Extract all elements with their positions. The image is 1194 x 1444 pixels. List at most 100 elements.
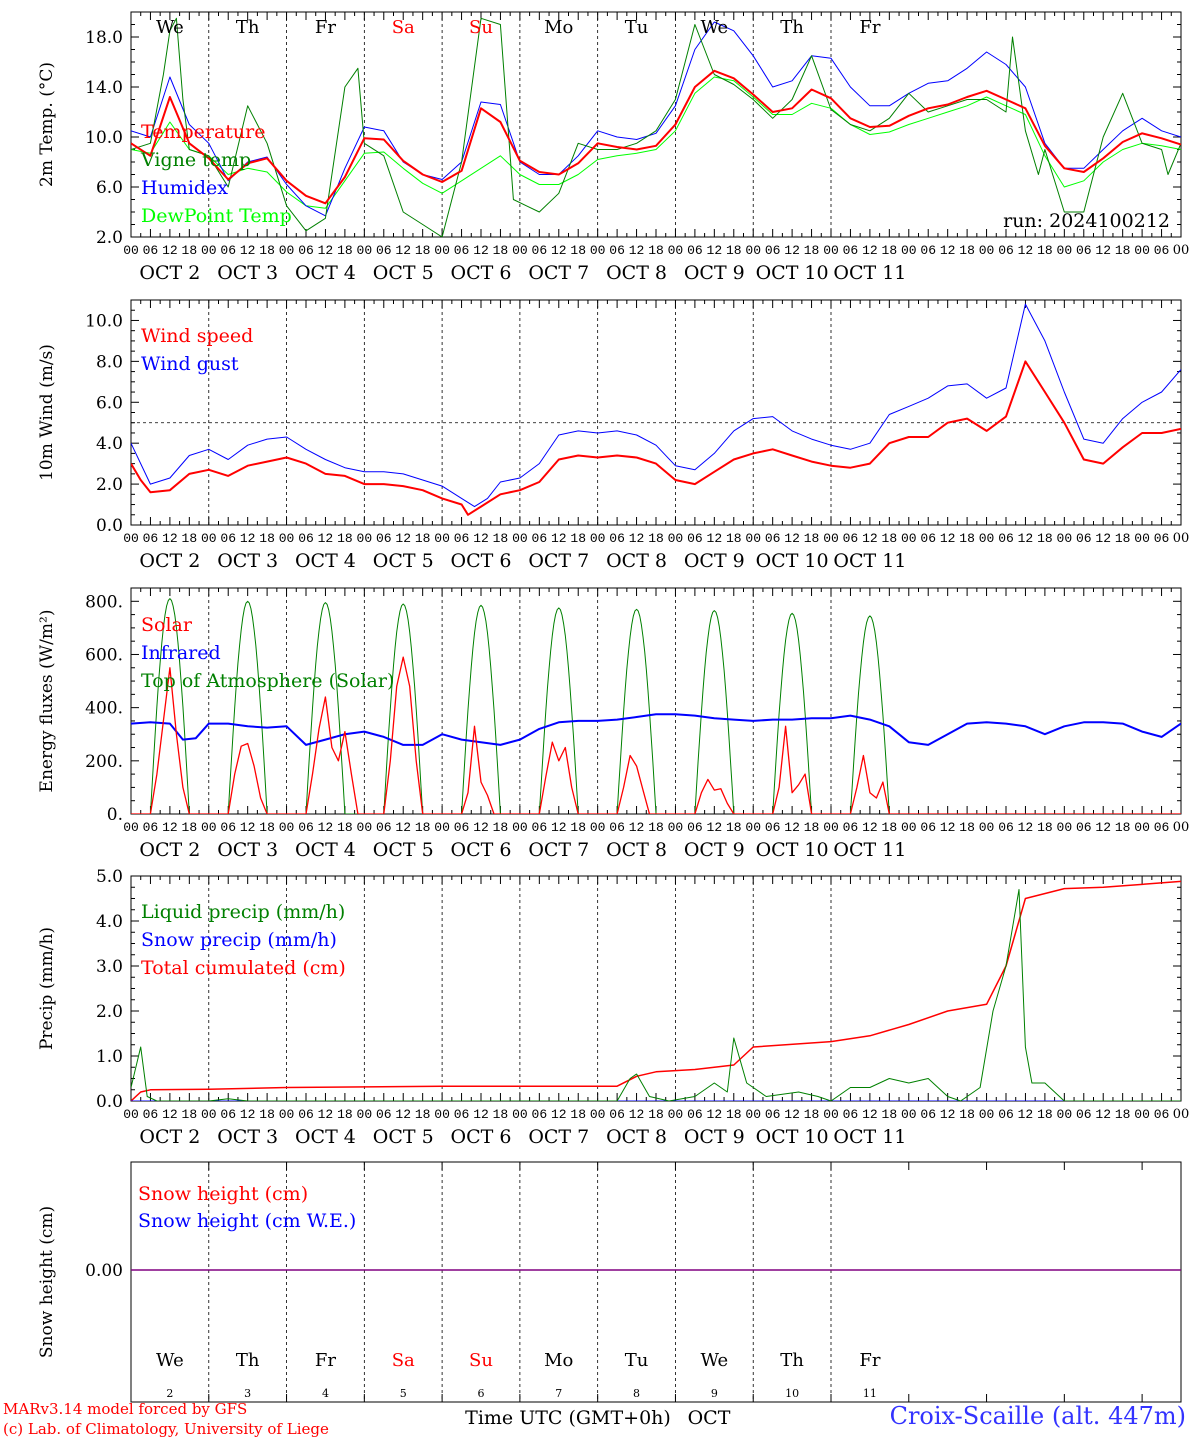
date-label: OCT 2: [139, 550, 200, 572]
hour-tick-label: 06: [532, 820, 548, 835]
hour-tick-label: 06: [765, 243, 781, 258]
hour-tick-label: 06: [687, 820, 703, 835]
hour-tick-label: 06: [532, 243, 548, 258]
date-label: OCT 10: [756, 262, 829, 284]
hour-tick-label: 00: [279, 820, 295, 835]
hour-tick-label: 18: [959, 1107, 975, 1122]
day-number: 4: [322, 1387, 329, 1400]
legend-entry: Top of Atmosphere (Solar): [141, 670, 394, 692]
date-label: OCT 7: [528, 839, 589, 861]
hour-tick-label: 18: [259, 1107, 275, 1122]
day-number: 7: [555, 1387, 562, 1400]
hour-tick-label: 18: [648, 531, 664, 546]
date-label: OCT 11: [833, 839, 906, 861]
hour-tick-label: 18: [959, 531, 975, 546]
hour-tick-label: 06: [143, 820, 159, 835]
day-name: Tu: [625, 17, 649, 38]
hour-tick-label: 00: [123, 531, 139, 546]
hour-tick-label: 12: [784, 820, 800, 835]
hour-tick-label: 18: [959, 820, 975, 835]
day-name: Sa: [392, 17, 415, 38]
hour-tick-label: 06: [1076, 243, 1092, 258]
hour-tick-label: 18: [259, 820, 275, 835]
hour-tick-label: 06: [765, 820, 781, 835]
hour-tick-label: 18: [182, 1107, 198, 1122]
date-label: OCT 7: [528, 1126, 589, 1148]
hour-tick-label: 00: [434, 1107, 450, 1122]
y-tick-label: 1.0: [96, 1047, 123, 1067]
date-label: OCT 9: [684, 1126, 745, 1148]
series-line-dewpoint-temp: [131, 76, 1181, 209]
y-tick-label: 4.0: [96, 434, 123, 454]
hour-tick-label: 12: [862, 820, 878, 835]
hour-tick-label: 06: [920, 243, 936, 258]
hour-tick-label: 00: [512, 243, 528, 258]
day-name: Mo: [544, 17, 573, 38]
panel-frame: [130, 299, 1182, 526]
hour-tick-label: 12: [162, 820, 178, 835]
hour-tick-label: 00: [279, 531, 295, 546]
hour-tick-label: 12: [318, 531, 334, 546]
hour-tick-label: 00: [1173, 820, 1190, 835]
hour-tick-label: 18: [182, 531, 198, 546]
hour-tick-label: 12: [784, 531, 800, 546]
hour-tick-label: 00: [357, 531, 373, 546]
day-name: We: [156, 17, 184, 38]
hour-tick-label: 06: [454, 820, 470, 835]
day-name: Th: [780, 17, 804, 38]
hour-tick-label: 06: [1076, 820, 1092, 835]
hour-tick-label: 06: [220, 243, 236, 258]
hour-tick-label: 18: [415, 531, 431, 546]
y-tick-label: 5.0: [96, 867, 123, 887]
y-tick-label: 0.: [107, 805, 123, 825]
hour-tick-label: 18: [726, 531, 742, 546]
y-tick-label: 6.0: [96, 178, 123, 198]
hour-tick-label: 00: [745, 531, 761, 546]
series-line-temperature: [131, 69, 1181, 205]
hour-tick-label: 12: [318, 243, 334, 258]
hour-tick-label: 06: [143, 531, 159, 546]
hour-tick-label: 00: [123, 243, 139, 258]
hour-tick-label: 06: [1076, 1107, 1092, 1122]
hour-tick-label: 00: [1173, 243, 1190, 258]
hour-tick-label: 18: [804, 820, 820, 835]
hour-tick-label: 00: [1134, 1107, 1150, 1122]
day-number: 8: [633, 1387, 640, 1400]
hour-tick-label: 00: [1134, 820, 1150, 835]
hour-tick-label: 12: [1018, 820, 1034, 835]
date-label: OCT 8: [606, 550, 667, 572]
day-name: Fr: [859, 17, 880, 38]
legend-entry: Humidex: [141, 177, 228, 199]
legend-entry: Liquid precip (mm/h): [141, 901, 345, 923]
hour-tick-label: 12: [1095, 243, 1111, 258]
hour-tick-label: 12: [473, 531, 489, 546]
hour-tick-label: 12: [473, 243, 489, 258]
hour-tick-label: 06: [609, 820, 625, 835]
hour-tick-label: 06: [998, 820, 1014, 835]
hour-tick-label: 00: [123, 820, 139, 835]
hour-tick-label: 00: [979, 820, 995, 835]
y-tick-label: 14.0: [85, 78, 123, 98]
panel-precip: Precip (mm/h)0.01.02.03.04.05.000 06 12 18 0…: [37, 867, 1189, 1148]
date-label: OCT 9: [684, 550, 745, 572]
hour-tick-label: 12: [551, 531, 567, 546]
hour-tick-label: 00: [1173, 1107, 1190, 1122]
hour-tick-label: 00: [434, 243, 450, 258]
hour-tick-label: 18: [337, 243, 353, 258]
legend-entry: Total cumulated (cm): [141, 957, 346, 979]
day-name: Fr: [859, 1350, 880, 1371]
hour-tick-label: 12: [395, 243, 411, 258]
legend-entry: Infrared: [141, 642, 221, 664]
hour-tick-label: 06: [687, 243, 703, 258]
hour-tick-label: 00: [434, 820, 450, 835]
day-name: Fr: [315, 1350, 336, 1371]
legend-entry: Temperature: [141, 121, 265, 143]
hour-tick-label: 18: [337, 531, 353, 546]
hour-tick-label: 06: [609, 1107, 625, 1122]
hour-tick-label: 06: [765, 1107, 781, 1122]
hour-tick-label: 00: [668, 531, 684, 546]
y-tick-label: 0.0: [96, 516, 123, 536]
hour-tick-label: 12: [707, 1107, 723, 1122]
hour-tick-label: 18: [648, 1107, 664, 1122]
hour-tick-label: 00: [512, 820, 528, 835]
